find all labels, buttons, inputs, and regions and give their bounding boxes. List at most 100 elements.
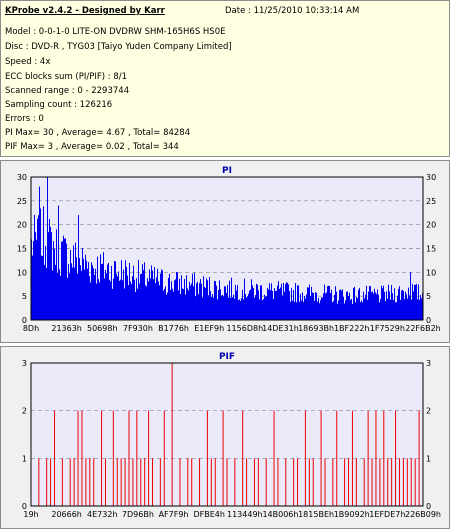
pi-bar (36, 239, 37, 320)
pi-bar (93, 268, 94, 320)
pi-bar (324, 284, 325, 320)
pif-xtick: AF7F9h (159, 510, 189, 519)
pi-bar (261, 285, 262, 320)
pi-bar (351, 298, 352, 320)
pi-bar (354, 286, 355, 320)
pi-bar (346, 291, 347, 320)
pi-bar (265, 296, 266, 320)
pi-bar (309, 284, 310, 320)
pi-bar (286, 282, 287, 320)
pi-bar (262, 300, 263, 320)
pi-bar (320, 300, 321, 320)
pi-bar (51, 232, 52, 320)
pi-stats-line: PI Max= 30 , Average= 4.67 , Total= 8428… (5, 128, 191, 138)
pi-bar (48, 232, 49, 320)
pi-bar (193, 286, 194, 320)
pi-bar (112, 288, 113, 320)
pi-bar (367, 299, 368, 320)
pif-xtick: 7D96Bh (122, 510, 154, 519)
pi-bar (285, 283, 286, 320)
pi-bar (223, 296, 224, 320)
pi-ytick-right: 10 (426, 268, 436, 277)
pi-bar (132, 276, 133, 320)
pi-bar (370, 286, 371, 320)
pi-bar (82, 247, 83, 320)
pi-bar (117, 276, 118, 320)
pif-xtick: 113449h (227, 510, 263, 519)
pi-bar (369, 285, 370, 320)
pi-bar (330, 293, 331, 320)
pif-ytick-left: 3 (22, 359, 27, 368)
pi-bar (363, 291, 364, 320)
pi-bar (365, 294, 366, 320)
pi-bar (55, 264, 56, 320)
pi-bar (275, 291, 276, 320)
pi-bar (377, 289, 378, 320)
scan-date: Date : 11/25/2010 10:33:14 AM (225, 6, 360, 16)
pi-bar (121, 260, 122, 320)
pi-bar (312, 292, 313, 320)
pi-bar (168, 277, 169, 320)
pi-bar (256, 283, 257, 320)
pi-bar (60, 275, 61, 320)
pi-xtick: 8Dh (23, 324, 39, 333)
pi-bar (162, 270, 163, 320)
pi-bar (56, 229, 57, 320)
pi-bar (65, 238, 66, 320)
pi-bar (232, 297, 233, 320)
pi-bar (231, 277, 232, 320)
pi-bar (138, 260, 139, 320)
pif-chart: PIF 0 0 1 1 2 2 3 3 19h 20666h 4E732h 7D96Bh AF7F9h DF… (22, 352, 441, 519)
pi-xtick: 50698h (87, 324, 118, 333)
pi-bar (398, 288, 399, 320)
pi-bar (420, 295, 421, 320)
pi-bar (331, 289, 332, 320)
pi-bar (321, 297, 322, 320)
pi-bar (137, 288, 138, 320)
pi-bar (294, 301, 295, 320)
pi-bar (63, 235, 64, 320)
pi-bar (189, 281, 190, 320)
pi-bar (325, 293, 326, 320)
pi-bar (106, 273, 107, 320)
pi-bar (179, 278, 180, 320)
pi-bar (172, 288, 173, 320)
pi-bar (345, 300, 346, 320)
pi-bar (129, 263, 130, 320)
pi-bar (160, 273, 161, 320)
pi-bar (209, 277, 210, 320)
pi-ytick-right: 25 (426, 197, 436, 206)
pi-bar (49, 219, 50, 320)
pi-bar (310, 295, 311, 320)
pi-bar (358, 289, 359, 320)
pi-bar (297, 285, 298, 320)
pi-bar (268, 289, 269, 320)
pi-bar (66, 243, 67, 320)
pi-bar (142, 264, 143, 320)
pi-bar (374, 288, 375, 320)
pi-bar (296, 302, 297, 320)
pi-bar (146, 286, 147, 320)
pi-bar (185, 294, 186, 320)
pif-ytick-right: 2 (426, 407, 431, 416)
pi-bar (253, 287, 254, 320)
pi-bar (263, 299, 264, 320)
pi-bar (59, 269, 60, 320)
pi-xtick: 1F7529h (370, 324, 405, 333)
pi-bar (339, 290, 340, 320)
pi-bar (81, 270, 82, 320)
pi-bar (233, 294, 234, 320)
pi-bar (199, 283, 200, 320)
pi-bar (194, 272, 195, 320)
pi-bar (101, 264, 102, 320)
pi-bar (135, 291, 136, 320)
pi-bar (246, 297, 247, 320)
pi-bar (290, 301, 291, 320)
pi-bar (43, 206, 44, 320)
pi-bar (107, 264, 108, 320)
pi-bar (302, 292, 303, 320)
pi-bar (299, 301, 300, 320)
info-panel: KProbe v2.4.2 - Designed by Karr Date : … (0, 0, 450, 157)
pi-bar (109, 279, 110, 320)
pi-bar (344, 303, 345, 320)
